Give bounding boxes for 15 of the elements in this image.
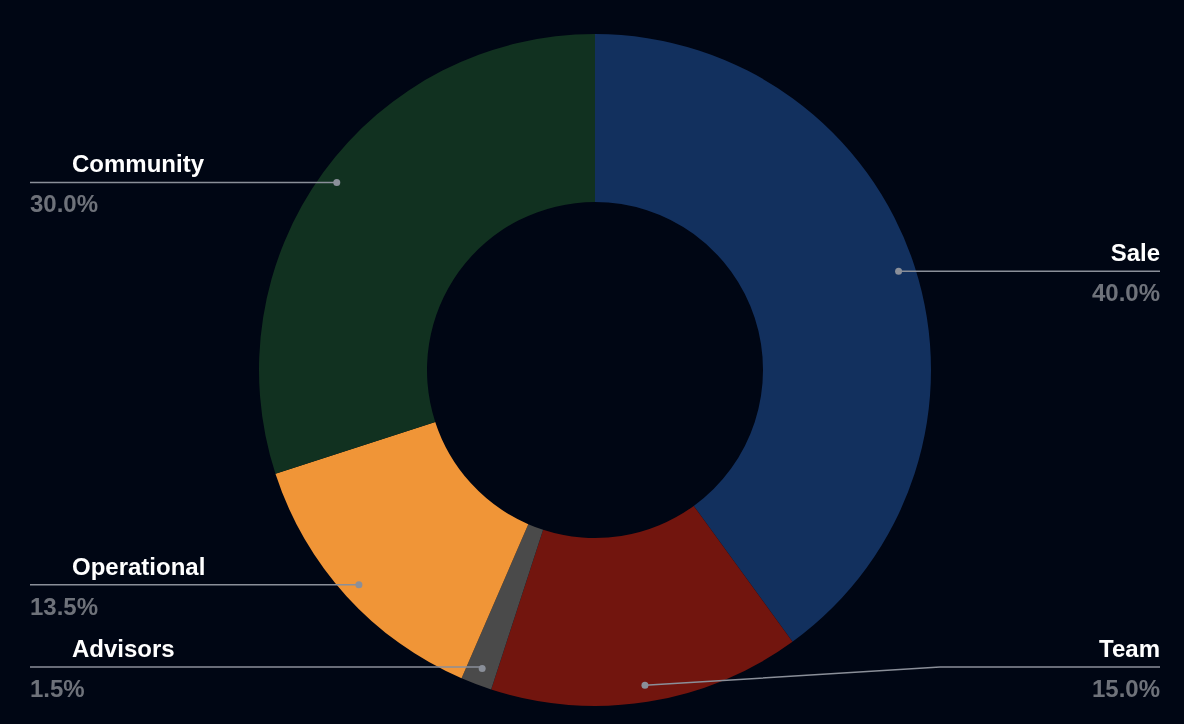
slice-label: Community xyxy=(72,150,205,178)
data-label: 13.5% xyxy=(30,592,99,620)
donut-slice xyxy=(259,34,595,474)
data-label: 1.5% xyxy=(30,675,85,702)
donut-slice xyxy=(595,34,931,642)
donut-slice xyxy=(461,524,544,690)
slice-label: Team xyxy=(1099,635,1160,662)
donut-slice xyxy=(275,421,529,679)
slice-label: Operational xyxy=(72,552,206,580)
data-label: 15.0% xyxy=(1091,675,1160,702)
donut-slice xyxy=(491,505,793,706)
slice-label: Sale xyxy=(1110,239,1160,267)
slice-label: Advisors xyxy=(72,635,175,662)
data-label: 30.0% xyxy=(30,190,99,218)
data-label: 40.0% xyxy=(1091,279,1160,307)
